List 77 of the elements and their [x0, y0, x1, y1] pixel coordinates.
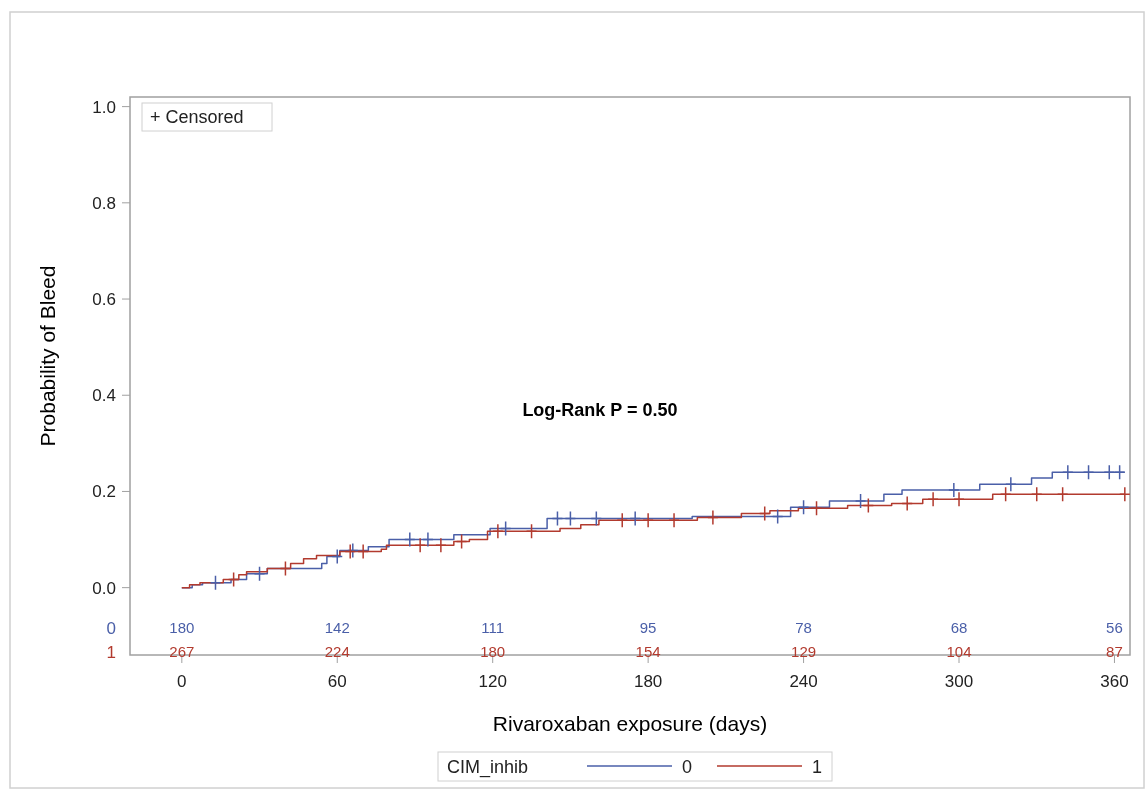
annotation: 180	[480, 642, 506, 660]
x-tick-label: 240	[789, 672, 818, 691]
annotation: 180	[169, 618, 195, 636]
point	[797, 499, 810, 516]
point	[404, 531, 416, 548]
point	[854, 493, 867, 509]
x-tick-label: 120	[478, 672, 507, 691]
point	[499, 520, 512, 537]
y-tick-label: 0.0	[92, 578, 116, 598]
point	[1030, 486, 1043, 503]
annotation: 111	[481, 618, 505, 636]
point	[525, 523, 538, 540]
x-tick-label: 300	[944, 672, 974, 691]
annotation: 129	[791, 642, 817, 660]
annotation: 95	[639, 618, 657, 636]
point	[435, 537, 447, 554]
point	[357, 543, 369, 560]
point	[810, 500, 823, 517]
point	[927, 491, 939, 507]
point	[331, 548, 343, 565]
annotation: 68	[950, 618, 968, 636]
text: 0	[106, 618, 116, 638]
point	[551, 510, 564, 527]
point	[227, 571, 240, 588]
point	[253, 565, 266, 582]
annotation: 104	[946, 642, 972, 660]
point	[414, 537, 426, 554]
point	[455, 533, 468, 550]
point	[1119, 486, 1131, 503]
y-tick-label: 0.4	[92, 386, 116, 406]
point	[953, 491, 965, 507]
x-axis-title: Rivaroxaban exposure (days)	[492, 712, 768, 735]
point	[1062, 464, 1074, 480]
point	[948, 482, 960, 498]
x-tick-label: 0	[177, 672, 187, 691]
legend-label: 0	[682, 757, 693, 777]
y-axis-title: Probability of Bleed	[36, 265, 59, 447]
annotation: 87	[1106, 642, 1123, 660]
point	[564, 510, 577, 527]
y-tick-label: 0.2	[92, 482, 116, 502]
point	[642, 512, 654, 529]
point	[1103, 464, 1116, 480]
annotation: 224	[324, 642, 350, 660]
point	[771, 508, 784, 525]
point	[668, 512, 680, 529]
annotation: 142	[324, 618, 350, 636]
point	[422, 531, 434, 548]
annotation: 154	[635, 642, 661, 660]
annotation: 56	[1106, 618, 1123, 636]
x-tick-label: 60	[327, 672, 347, 691]
point	[279, 560, 292, 577]
point	[209, 575, 222, 591]
annotation: 78	[795, 618, 812, 636]
point	[999, 486, 1012, 503]
annotation: Log-Rank P = 0.50	[522, 400, 678, 420]
annotation: + Censored	[150, 107, 244, 127]
point	[758, 505, 771, 522]
x-tick-label: 180	[633, 672, 663, 691]
point	[1056, 486, 1069, 503]
point	[901, 495, 913, 512]
legend-label: 1	[812, 757, 823, 777]
point	[590, 510, 603, 527]
point	[1113, 464, 1126, 480]
point	[492, 523, 504, 540]
text: 1	[106, 642, 116, 662]
y-tick-label: 1.0	[92, 97, 116, 117]
point	[862, 497, 875, 514]
annotation: 267	[169, 642, 195, 660]
y-tick-label: 0.8	[92, 193, 116, 213]
point	[707, 509, 719, 526]
legend-title: CIM_inhib	[447, 757, 529, 778]
y-tick-label: 0.6	[92, 289, 116, 309]
point	[616, 512, 628, 529]
point	[1005, 476, 1017, 492]
point	[629, 510, 641, 527]
point	[1082, 464, 1095, 480]
x-tick-label: 360	[1100, 672, 1129, 691]
